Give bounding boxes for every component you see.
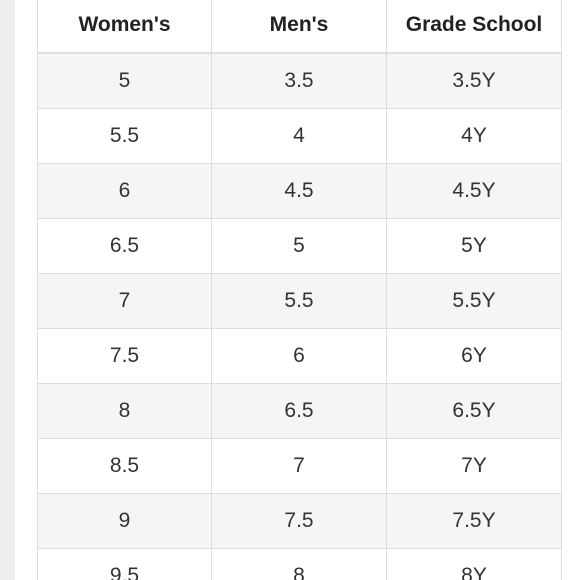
grade-school-size-cell: 5Y [386,218,562,274]
womens-size-cell: 8.5 [37,438,212,494]
grade-school-size-cell: 3.5Y [386,52,562,109]
table-row: 5 3.5 3.5Y [37,52,562,109]
mens-size-cell: 4 [211,108,387,164]
table-row: 9.5 8 8Y [37,548,562,580]
table-row: 6.5 5 5Y [37,218,562,274]
column-header-mens: Men's [211,0,387,54]
grade-school-size-cell: 6.5Y [386,383,562,439]
table-row: 9 7.5 7.5Y [37,493,562,549]
column-header-womens: Women's [37,0,212,54]
mens-size-cell: 8 [211,548,387,580]
womens-size-cell: 8 [37,383,212,439]
mens-size-cell: 6.5 [211,383,387,439]
womens-size-cell: 9 [37,493,212,549]
table-row: 5.5 4 4Y [37,108,562,164]
womens-size-cell: 6.5 [37,218,212,274]
grade-school-size-cell: 6Y [386,328,562,384]
grade-school-size-cell: 7.5Y [386,493,562,549]
column-header-grade-school: Grade School [386,0,562,54]
table-body: 5 3.5 3.5Y 5.5 4 4Y 6 4.5 4.5Y 6.5 5 5Y … [37,52,562,580]
left-margin-strip [0,0,15,580]
table-row: 8.5 7 7Y [37,438,562,494]
size-conversion-table: Women's Men's Grade School 5 3.5 3.5Y 5.… [37,0,562,580]
header-row: Women's Men's Grade School [37,0,562,54]
table-row: 6 4.5 4.5Y [37,163,562,219]
grade-school-size-cell: 4.5Y [386,163,562,219]
grade-school-size-cell: 8Y [386,548,562,580]
mens-size-cell: 5 [211,218,387,274]
womens-size-cell: 7.5 [37,328,212,384]
mens-size-cell: 7.5 [211,493,387,549]
grade-school-size-cell: 4Y [386,108,562,164]
mens-size-cell: 5.5 [211,273,387,329]
table-header: Women's Men's Grade School [37,0,562,54]
grade-school-size-cell: 5.5Y [386,273,562,329]
mens-size-cell: 7 [211,438,387,494]
mens-size-cell: 3.5 [211,52,387,109]
grade-school-size-cell: 7Y [386,438,562,494]
womens-size-cell: 6 [37,163,212,219]
womens-size-cell: 5 [37,52,212,109]
mens-size-cell: 4.5 [211,163,387,219]
mens-size-cell: 6 [211,328,387,384]
womens-size-cell: 5.5 [37,108,212,164]
womens-size-cell: 7 [37,273,212,329]
table-row: 8 6.5 6.5Y [37,383,562,439]
table-row: 7 5.5 5.5Y [37,273,562,329]
womens-size-cell: 9.5 [37,548,212,580]
table-row: 7.5 6 6Y [37,328,562,384]
